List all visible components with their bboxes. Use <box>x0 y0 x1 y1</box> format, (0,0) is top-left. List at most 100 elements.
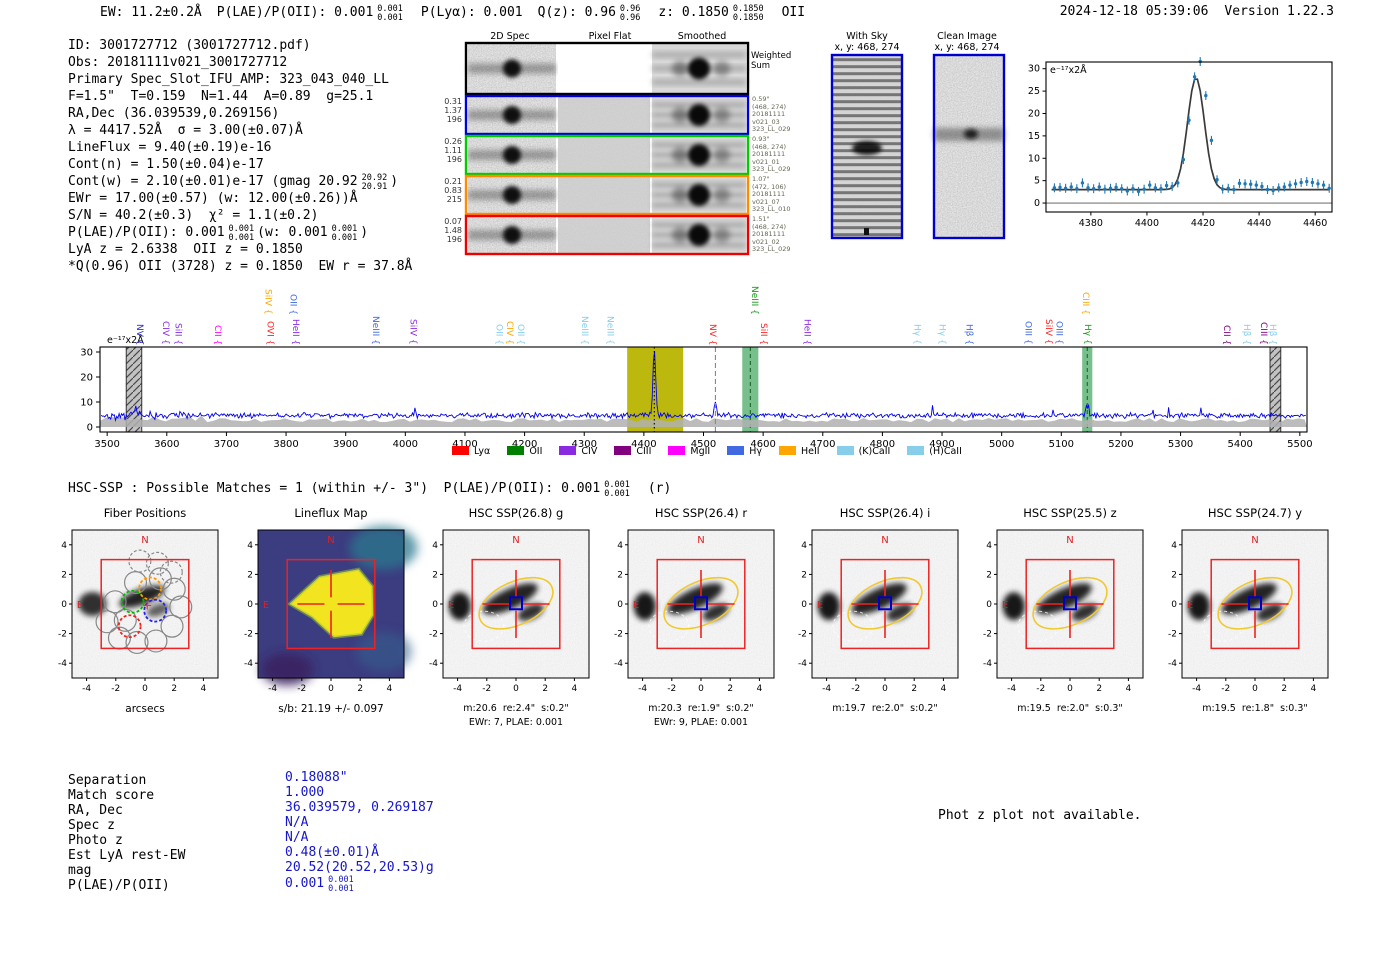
cutout-x-tick: -2 <box>667 684 676 694</box>
right-label-line: 323_LL_029 <box>752 245 791 254</box>
spectrum-units-label: e⁻¹⁷x2Å <box>107 334 144 346</box>
legend-item: (K)CaII <box>836 446 890 457</box>
cutout-x-tick: -4 <box>638 684 647 694</box>
legend-label: Lyα <box>474 446 491 457</box>
cutout-y-tick: -2 <box>58 630 67 640</box>
legend-label: CIV <box>581 446 598 457</box>
spectrum-y-tick: 0 <box>87 423 93 434</box>
compass-east: E <box>1187 600 1193 611</box>
cutout-y-tick: 0 <box>247 600 253 610</box>
compass-north: N <box>1251 535 1258 546</box>
match-row-label: Spec z <box>68 818 115 833</box>
info-text: P(LAE)/P(OII): 0.001 <box>68 225 225 240</box>
info-line: Cont(n) = 1.50(±0.04)e-17 <box>68 156 412 173</box>
match-row-value: 20.52(20.52,20.53)g <box>285 860 434 875</box>
match-value-text: 0.001 <box>285 876 325 891</box>
right-label-line: 323_LL_029 <box>752 165 791 174</box>
cutout-y-tick: 0 <box>432 600 438 610</box>
summary-text: z: 0.1850 <box>658 5 729 20</box>
cutout-title: HSC SSP(26.4) r <box>654 506 748 520</box>
stack-upper: 0.001 <box>228 224 255 234</box>
cutout-x-tick: 4 <box>201 684 207 694</box>
cutout-x-tick: -2 <box>1036 684 1045 694</box>
compass-north: N <box>512 535 519 546</box>
right-label-line: 323_LL_029 <box>752 125 791 134</box>
info-text: λ = 4417.52Å σ = 3.00(±0.07)Å <box>68 123 303 138</box>
hsc-match-summary-line: HSC-SSP : Possible Matches = 1 (within +… <box>68 480 686 499</box>
right-label-line: 0.59" <box>752 95 770 103</box>
match-row-label: mag <box>68 863 92 878</box>
spectrum-y-tick: 10 <box>80 398 93 409</box>
cutout-y-tick: -2 <box>244 630 253 640</box>
left-label-line: 1.48 <box>444 226 462 235</box>
stack-upper: 0.001 <box>328 875 354 885</box>
stack-lower: 0.1850 <box>732 12 764 23</box>
inset-y-tick: 30 <box>1028 64 1040 75</box>
catalog-position-box <box>1248 596 1262 611</box>
cutout-x-tick: -2 <box>111 684 120 694</box>
summary-text: Q(z): 0.96 <box>537 5 616 20</box>
info-line: λ = 4417.52Å σ = 3.00(±0.07)Å <box>68 122 412 139</box>
fiber-circle <box>143 598 168 623</box>
match-row-label: Photo z <box>68 833 123 848</box>
match-stacked-value: 0.001 0.001 <box>328 876 354 893</box>
info-stacked-value: 20.92 20.91 <box>362 174 388 191</box>
info-text: LyA z = 2.6338 OII z = 0.1850 <box>68 242 303 257</box>
compass-north: N <box>141 535 148 546</box>
legend-swatch-icon <box>727 446 745 455</box>
spectrum-x-tick: 3700 <box>214 439 239 450</box>
compass-east: E <box>77 600 83 611</box>
info-text: Primary Spec_Slot_IFU_AMP: 323_043_040_L… <box>68 72 389 87</box>
cutout-y-tick: 2 <box>1171 570 1177 580</box>
info-line: LyA z = 2.6338 OII z = 0.1850 <box>68 241 412 258</box>
inset-y-tick: 15 <box>1028 131 1040 142</box>
match-row-value: N/A <box>285 815 434 830</box>
legend-item: HeII <box>779 446 820 457</box>
left-label-line: 0.83 <box>444 186 462 195</box>
legend-swatch-icon <box>452 446 469 455</box>
stack-lower: 0.001 <box>604 488 630 499</box>
cutout-caption-1: m:20.6 re:2.4" s:0.2" <box>463 703 569 714</box>
match-table-labels: Separation Match score RA, Dec Spec z Photo … <box>68 773 185 893</box>
spectrum-legend: Lyα OII CIV CIII MgII Hγ HeII (K)CaII (H)CaII <box>452 446 962 457</box>
legend-item: Lyα <box>452 446 490 457</box>
cutout-panel-y: N E -4 -4 -2 -2 0 0 2 2 4 4 <box>1168 529 1329 694</box>
source-extent-ellipse <box>663 576 739 630</box>
cutout-y-tick: 0 <box>617 600 623 610</box>
cutout-x-tick: 4 <box>757 684 763 694</box>
fiber-circle <box>128 549 152 573</box>
info-text: RA,Dec (36.039539,0.269156) <box>68 106 280 121</box>
info-line: P(LAE)/P(OII): 0.001 0.001 0.001 (w: 0.001 0… <box>68 224 412 242</box>
cutout-y-tick: -4 <box>58 659 67 669</box>
version-label: Version 1.22.3 <box>1224 4 1334 19</box>
info-line: Primary Spec_Slot_IFU_AMP: 323_043_040_L… <box>68 71 412 88</box>
legend-label: (H)CaII <box>929 446 962 457</box>
cutout-x-tick: 0 <box>1067 684 1073 694</box>
cutout-caption-1: m:19.5 re:2.0" s:0.3" <box>1017 703 1123 714</box>
spec2d-row-left-label: 0.26 1.11 196 <box>438 137 462 164</box>
stack-lower: 0.001 <box>331 232 358 243</box>
cutout-caption-1: m:19.5 re:1.8" s:0.3" <box>1202 703 1308 714</box>
legend-item: Hγ <box>727 446 762 457</box>
right-label-line: 1.07" <box>752 175 770 183</box>
cutout-panel-z: N E -4 -4 -2 -2 0 0 2 2 4 4 <box>983 529 1144 694</box>
right-label-line: v021_03 <box>752 117 780 126</box>
info-text: Cont(n) = 1.50(±0.04)e-17 <box>68 157 264 172</box>
cutout-x-tick: -4 <box>1007 684 1016 694</box>
cutout-x-tick: 0 <box>1252 684 1258 694</box>
spectrum-x-tick: 4300 <box>572 439 597 450</box>
summary-stacked-value: 0.001 0.001 <box>377 5 403 22</box>
right-label-line: (468, 274) <box>752 142 787 151</box>
match-value-text: 1.000 <box>285 785 325 800</box>
match-row-value: N/A <box>285 830 434 845</box>
cutout-title: Lineflux Map <box>294 506 368 520</box>
compass-north: N <box>697 535 704 546</box>
spec2d-row <box>464 174 750 216</box>
legend-swatch-icon <box>559 446 577 455</box>
cutout-y-tick: 0 <box>1171 600 1177 610</box>
info-stacked-value: 0.001 0.001 <box>332 225 358 242</box>
cutout-panel-i: N E -4 -4 -2 -2 0 0 2 2 4 4 <box>798 529 959 694</box>
spectrum-x-tick: 5400 <box>1227 439 1252 450</box>
summary-segment: z: 0.1850 0.1850 0.1850 <box>658 4 766 23</box>
